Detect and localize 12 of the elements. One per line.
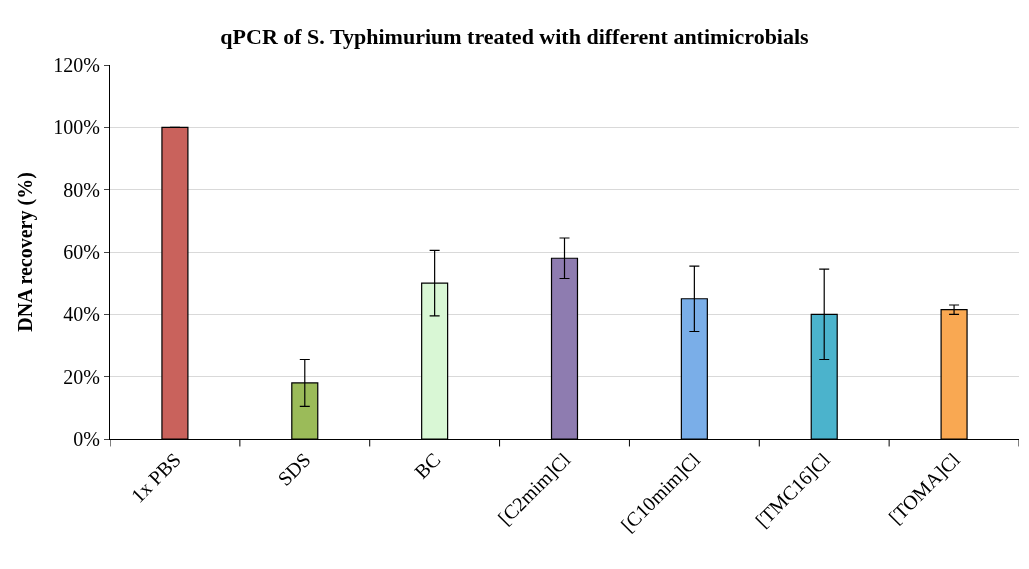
y-tick-label: 120% bbox=[53, 54, 100, 76]
y-tick-label: 40% bbox=[63, 303, 100, 326]
y-tick-label: 100% bbox=[53, 116, 100, 139]
y-tick-label: 60% bbox=[63, 241, 100, 263]
y-tick-label: 0% bbox=[73, 428, 100, 450]
y-axis-title: DNA recovery (%) bbox=[13, 172, 37, 332]
x-tick-label: SDS bbox=[273, 448, 315, 490]
y-tick-label: 20% bbox=[63, 365, 100, 388]
x-tick-label: 1x PBS bbox=[126, 448, 185, 507]
x-tick-label: BC bbox=[410, 448, 445, 483]
y-tick-label: 80% bbox=[63, 178, 100, 201]
chart-title: qPCR of S. Typhimurium treated with different antimicrobials bbox=[220, 23, 810, 49]
